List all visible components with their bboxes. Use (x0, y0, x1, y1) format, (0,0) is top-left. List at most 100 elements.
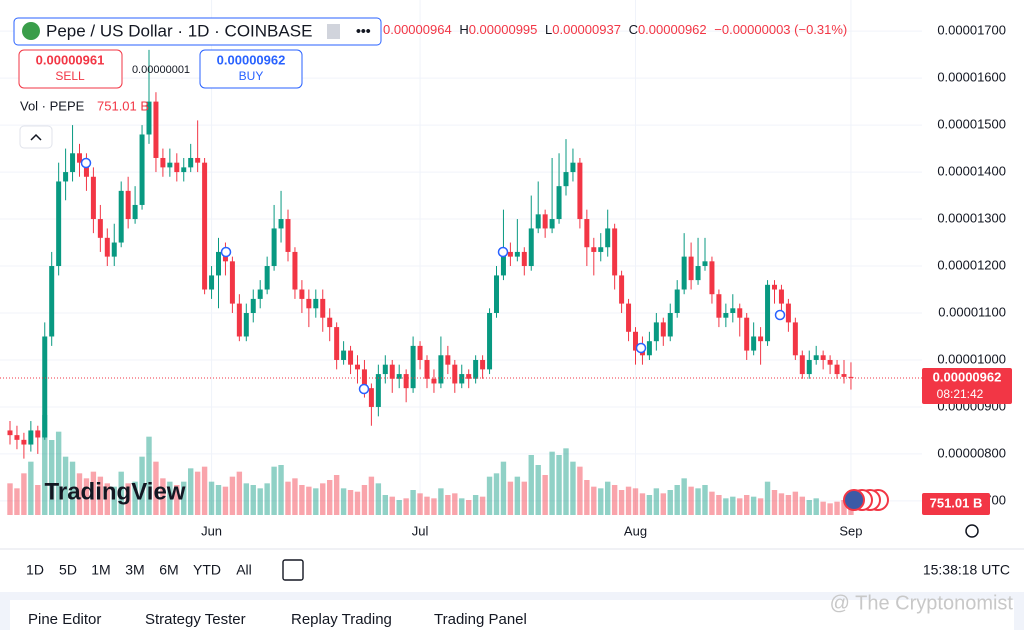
candle-body (688, 256, 694, 281)
candle-body (410, 345, 416, 389)
tab[interactable]: Strategy Tester (145, 611, 246, 628)
candle-body (139, 134, 145, 205)
volume-bar (785, 495, 792, 515)
candle-body (368, 388, 374, 407)
range-button[interactable]: YTD (193, 562, 221, 578)
volume-bar (841, 500, 847, 515)
range-button[interactable]: All (236, 562, 252, 578)
time-axis: Jun Jul Aug Sep (201, 523, 862, 538)
volume-bar (125, 483, 131, 515)
candle-body (674, 289, 680, 313)
buy-button[interactable] (199, 49, 303, 89)
volume-bar (750, 496, 757, 515)
candle-body (118, 190, 124, 243)
symbol-box[interactable] (13, 17, 382, 46)
volume-bar (653, 488, 660, 515)
candle-body (111, 242, 117, 257)
volume-bar (778, 493, 785, 515)
candle-body (334, 327, 340, 360)
candle-body (751, 336, 757, 351)
volume-bar (21, 473, 27, 515)
candle-body (653, 322, 659, 342)
volume-bar (62, 456, 69, 515)
candle-body (431, 378, 437, 384)
volume-bar (403, 498, 409, 515)
event-marker[interactable] (358, 383, 370, 395)
volume-bar (250, 485, 256, 515)
volume-bar (55, 431, 62, 515)
candle-body (97, 219, 103, 238)
event-marker[interactable] (635, 342, 647, 354)
y-tick-label: 0.00001600 (937, 70, 1006, 85)
volume-bar (104, 483, 110, 515)
volume-bar (591, 486, 597, 515)
tab[interactable]: Trading Panel (434, 611, 527, 628)
volume-bar (764, 481, 771, 515)
settings-icon[interactable] (965, 524, 979, 538)
event-marker[interactable] (220, 246, 232, 258)
price-tag-price: 0.00000962 (933, 369, 1002, 384)
volume-bar (90, 471, 97, 515)
range-button[interactable]: 3M (125, 562, 144, 578)
candle-body (83, 162, 89, 177)
candle-body (758, 336, 764, 342)
logo: TradingView (45, 478, 186, 505)
volume-bar (111, 486, 117, 515)
volume-bar (730, 496, 736, 515)
volume-bar (632, 488, 639, 515)
ohlc-value: 0.00000995 (469, 22, 538, 37)
volume-bar (521, 481, 527, 515)
range-button[interactable]: 5D (59, 562, 77, 578)
date-range-icon[interactable] (282, 559, 304, 581)
volume-bar (132, 481, 138, 515)
range-button[interactable]: 1D (26, 562, 44, 578)
candle-body (772, 284, 777, 290)
candle-body (125, 190, 131, 220)
watermark: @ The Cryptonomist (830, 592, 1014, 614)
candle-body (744, 317, 750, 351)
range-button[interactable]: 1M (91, 562, 110, 578)
y-tick-label: 0.00000800 (937, 445, 1006, 460)
x-tick-label: Aug (624, 523, 647, 538)
more[interactable]: ••• (356, 23, 371, 39)
candle-body (424, 359, 430, 379)
collapse-button[interactable] (19, 125, 53, 149)
candle-body (716, 294, 722, 318)
candle-body (153, 101, 159, 158)
event-marker[interactable] (774, 309, 786, 321)
volume-bar (584, 480, 590, 515)
volume-pane (7, 415, 854, 515)
range-button[interactable]: 6M (159, 562, 178, 578)
volume-bar (285, 481, 291, 515)
volume-bar (243, 483, 249, 515)
chevron-icon (30, 133, 42, 141)
candle-body (348, 350, 354, 365)
sell-button[interactable] (18, 49, 123, 89)
volume-bar (528, 455, 534, 515)
volume-bar (695, 488, 701, 515)
candle-body (806, 359, 812, 375)
candle-body (660, 322, 666, 337)
volume-bar (292, 478, 298, 515)
volume-bar (410, 490, 416, 515)
volume-bar (820, 501, 826, 515)
event-marker[interactable] (497, 246, 509, 258)
tabs: Pine Editor Strategy Tester Replay Trading… (28, 611, 527, 628)
tab[interactable]: Replay Trading (291, 611, 392, 628)
volume-bar (514, 476, 521, 515)
candle-body (452, 364, 458, 384)
candle-body (473, 359, 479, 379)
flag-icon (327, 24, 340, 39)
volume-bar (709, 491, 715, 515)
volume-bar (806, 500, 812, 515)
volume-tag (922, 493, 990, 515)
volume-bar (799, 496, 805, 515)
tab[interactable]: Pine Editor (28, 611, 101, 628)
y-tick-label: 0.00001700 (937, 23, 1006, 38)
volume-bar (28, 461, 34, 515)
candle-body (445, 355, 451, 365)
event-marker[interactable] (80, 157, 92, 169)
volume-bar (264, 483, 270, 515)
